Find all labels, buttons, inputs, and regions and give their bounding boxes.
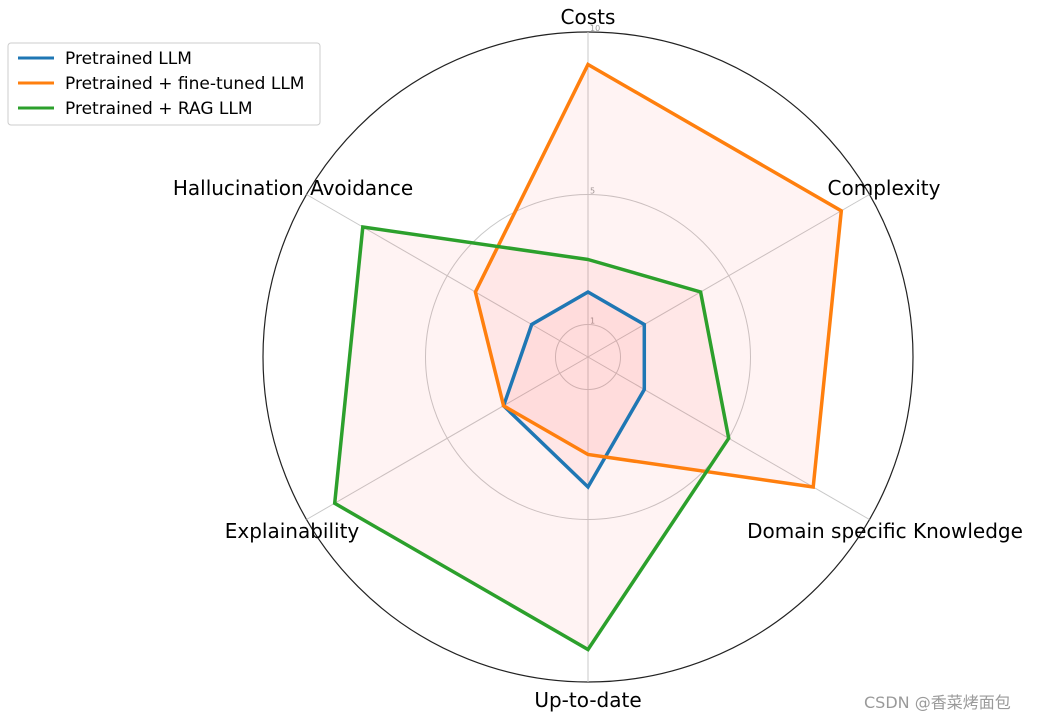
spoke-5 (306, 194, 589, 358)
radial-tick-label: 1 (590, 317, 595, 326)
series-fill-1 (475, 64, 842, 487)
radial-tick-label: 10 (590, 24, 600, 33)
series-lines (332, 62, 844, 652)
legend-label: Pretrained LLM (65, 49, 192, 69)
axis-label: Hallucination Avoidance (173, 176, 413, 200)
spoke-4 (306, 356, 589, 520)
axis-label: Up-to-date (534, 688, 641, 712)
axis-label: Domain specific Knowledge (747, 519, 1023, 543)
series-fill-2 (334, 227, 729, 650)
watermark: CSDN @香菜烤面包 (864, 693, 1011, 712)
axis-label: Explainability (225, 519, 360, 543)
legend: Pretrained LLM Pretrained + fine-tuned LL… (7, 42, 321, 126)
spoke-1 (587, 194, 870, 358)
legend-label: Pretrained + fine-tuned LLM (65, 74, 304, 94)
series-line-1 (473, 62, 844, 489)
series-fills (334, 64, 842, 650)
series-line-0 (501, 289, 647, 490)
legend-label: Pretrained + RAG LLM (65, 99, 253, 119)
axis-label: Costs (561, 5, 616, 29)
axis-label: Complexity (828, 176, 941, 200)
series-line-2 (332, 225, 731, 652)
legend-frame (7, 42, 321, 126)
radial-tick-label: 5 (590, 187, 595, 196)
axis-labels: Costs Complexity Domain specific Knowledge… (173, 5, 1023, 712)
